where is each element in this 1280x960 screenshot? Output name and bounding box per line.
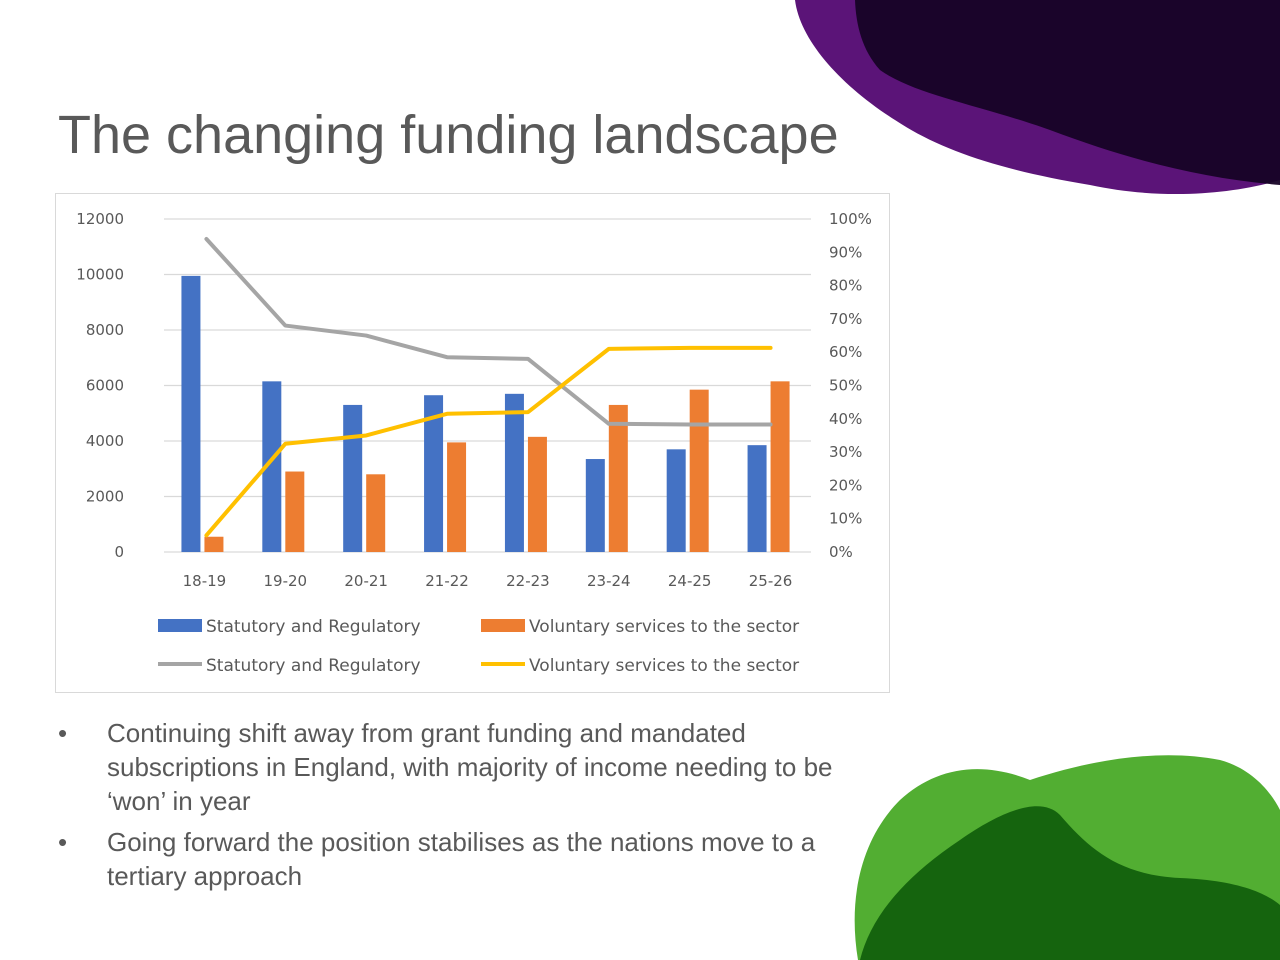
right-tick-label: 30% <box>829 443 862 461</box>
legend-label-statutory-bar: Statutory and Regulatory <box>206 617 421 637</box>
line-statutory-percent <box>204 236 773 427</box>
bar-voluntary-20-21 <box>366 474 386 552</box>
right-tick-label: 0% <box>829 543 853 561</box>
bar-voluntary-22-23 <box>527 436 547 552</box>
combo-chart: 0 2000 4000 6000 8000 10000 12000 0% 10% 20% 30% 4… <box>76 210 872 676</box>
legend: Statutory and Regulatory Voluntary servi… <box>158 617 799 676</box>
dark-blob-shape <box>855 0 1280 185</box>
left-tick-label: 2000 <box>86 488 124 506</box>
legend-swatch-voluntary-bar <box>481 619 525 632</box>
bullet-item: • Continuing shift away from grant fundi… <box>58 716 848 818</box>
right-tick-label: 70% <box>829 310 862 328</box>
right-tick-label: 20% <box>829 476 862 494</box>
left-tick-label: 12000 <box>76 210 124 228</box>
right-tick-label: 40% <box>829 410 862 428</box>
bullet-marker: • <box>58 827 68 857</box>
bullet-list: • Continuing shift away from grant fundi… <box>58 716 848 900</box>
bar-statutory-25-26 <box>747 445 767 552</box>
category-label: 19-20 <box>264 572 308 590</box>
chart-frame: 0 2000 4000 6000 8000 10000 12000 0% 10% 20% 30% 4… <box>55 193 890 693</box>
left-tick-label: 4000 <box>86 432 124 450</box>
bullet-text: Continuing shift away from grant funding… <box>107 718 833 816</box>
line-voluntary-percent <box>204 345 773 538</box>
bullet-text: Going forward the position stabilises as… <box>107 827 816 891</box>
bar-statutory-22-23 <box>504 393 524 552</box>
right-tick-label: 100% <box>829 210 872 228</box>
gridlines <box>164 218 811 553</box>
category-label: 20-21 <box>344 572 388 590</box>
legend-label-voluntary-line: Voluntary services to the sector <box>529 656 799 676</box>
right-tick-label: 50% <box>829 377 862 395</box>
bar-voluntary-21-22 <box>447 442 467 552</box>
right-axis-tick-labels: 0% 10% 20% 30% 40% 50% 60% 70% 80% 90% 100% <box>829 210 872 561</box>
category-label: 21-22 <box>425 572 469 590</box>
bar-voluntary-23-24 <box>608 404 628 552</box>
category-axis-labels: 18-19 19-20 20-21 21-22 22-23 23-24 24-25 25-26 <box>183 572 793 590</box>
bar-statutory-19-20 <box>262 381 282 552</box>
legend-label-voluntary-bar: Voluntary services to the sector <box>529 617 799 637</box>
category-label: 24-25 <box>668 572 712 590</box>
bar-voluntary-25-26 <box>770 381 790 552</box>
left-tick-label: 8000 <box>86 321 124 339</box>
category-label: 18-19 <box>183 572 227 590</box>
right-tick-label: 60% <box>829 343 862 361</box>
bar-voluntary-18-19 <box>204 536 224 552</box>
left-tick-label: 10000 <box>76 266 124 284</box>
legend-swatch-statutory-bar <box>158 619 202 632</box>
bullet-item: • Going forward the position stabilises … <box>58 825 848 893</box>
bar-statutory-23-24 <box>585 459 605 552</box>
left-tick-label: 6000 <box>86 377 124 395</box>
bar-statutory-21-22 <box>424 395 444 552</box>
left-tick-label: 0 <box>114 543 124 561</box>
dark-green-blob-shape <box>860 806 1280 960</box>
slide-title: The changing funding landscape <box>58 105 839 165</box>
right-tick-label: 90% <box>829 243 862 261</box>
right-tick-label: 80% <box>829 277 862 295</box>
category-label: 25-26 <box>749 572 793 590</box>
category-label: 23-24 <box>587 572 631 590</box>
bullet-marker: • <box>58 718 68 748</box>
bar-statutory-18-19 <box>181 275 201 552</box>
bar-voluntary-24-25 <box>689 389 709 552</box>
bar-series <box>181 275 790 552</box>
right-tick-label: 10% <box>829 510 862 528</box>
bar-statutory-24-25 <box>666 449 686 552</box>
bar-voluntary-19-20 <box>285 471 305 552</box>
category-label: 22-23 <box>506 572 550 590</box>
line-series <box>204 236 773 538</box>
legend-label-statutory-line: Statutory and Regulatory <box>206 656 421 676</box>
bar-statutory-20-21 <box>343 404 363 552</box>
left-axis-tick-labels: 0 2000 4000 6000 8000 10000 12000 <box>76 210 124 561</box>
